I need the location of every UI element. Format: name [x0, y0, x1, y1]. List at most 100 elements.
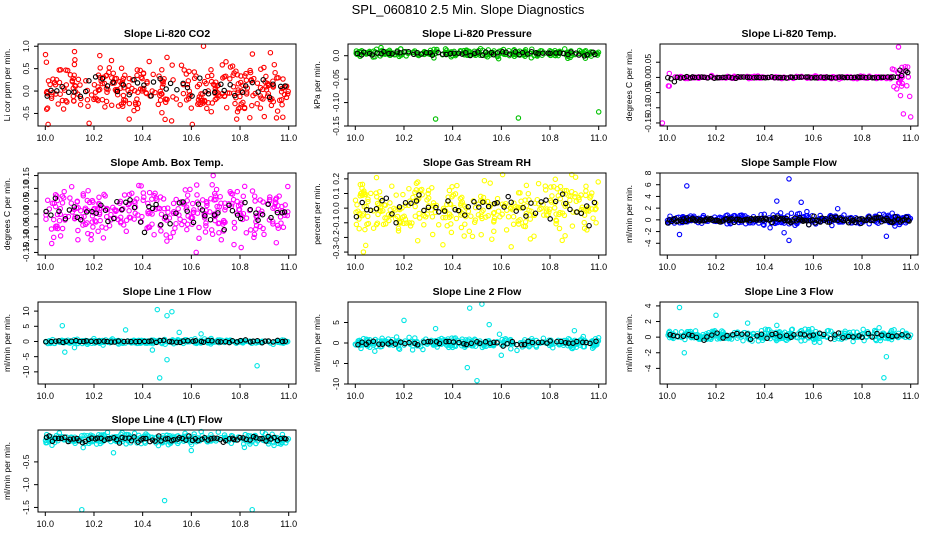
data-point [215, 339, 221, 345]
data-point [462, 221, 468, 227]
data-point [463, 341, 470, 348]
data-point [53, 223, 59, 230]
data-point [182, 187, 189, 193]
data-point [80, 338, 87, 345]
panel-title: Slope Li-820 Pressure [422, 28, 532, 40]
data-point [253, 210, 259, 216]
data-point [69, 77, 76, 84]
data-point [777, 210, 784, 216]
data-point [856, 333, 862, 339]
data-point [739, 331, 745, 337]
data-point [508, 346, 514, 352]
data-point [159, 109, 165, 116]
data-point [792, 74, 799, 81]
x-tick-label: 10.4 [756, 133, 774, 143]
data-point [582, 192, 589, 199]
data-point [773, 330, 779, 337]
y-tick-label: -0.15 [643, 113, 653, 133]
data-point [810, 332, 817, 338]
data-point [59, 225, 66, 232]
data-point [99, 75, 106, 82]
data-point [57, 205, 64, 212]
data-point [104, 89, 110, 95]
data-point [359, 339, 365, 345]
data-point [255, 217, 261, 223]
data-point [158, 228, 164, 234]
data-point [158, 222, 164, 228]
data-point [46, 438, 52, 445]
data-point [554, 185, 560, 192]
data-point [898, 72, 905, 79]
data-point [75, 76, 82, 83]
data-point [462, 203, 468, 210]
y-tick-label: 0 [21, 339, 31, 344]
data-point [202, 213, 208, 219]
x-tick-label: 11.0 [280, 519, 297, 529]
data-point [508, 206, 514, 212]
data-point [81, 432, 87, 439]
x-tick-label: 11.0 [280, 262, 297, 272]
data-point [170, 210, 177, 217]
data-point [119, 206, 125, 213]
data-point [146, 189, 153, 196]
data-point [68, 183, 75, 190]
data-point [260, 96, 266, 102]
data-point [461, 340, 467, 347]
x-tick-label: 10.2 [395, 262, 413, 272]
data-point [43, 339, 49, 345]
data-point [892, 223, 898, 229]
y-tick-label: 0.05 [21, 193, 31, 210]
data-point [738, 74, 744, 80]
data-point [247, 206, 254, 213]
data-point [905, 74, 912, 80]
data-point [234, 188, 241, 195]
data-point [100, 74, 107, 81]
data-point [714, 330, 720, 336]
data-point [47, 81, 53, 88]
data-point [506, 51, 513, 57]
data-point [786, 176, 792, 182]
data-point [259, 211, 266, 218]
data-point [489, 236, 495, 242]
data-point [221, 87, 227, 94]
data-point [379, 341, 386, 347]
data-point [826, 219, 833, 225]
y-tick-label: 0.05 [643, 54, 653, 71]
data-point [253, 222, 260, 229]
data-point [480, 199, 486, 205]
data-point [223, 59, 229, 65]
data-point [229, 201, 235, 207]
data-point [361, 49, 367, 55]
data-point [456, 339, 462, 346]
data-point [834, 205, 841, 212]
data-point [515, 190, 522, 196]
data-point [491, 215, 498, 221]
data-point [231, 219, 238, 226]
data-point [71, 61, 78, 68]
data-point [234, 108, 241, 115]
data-point [435, 222, 442, 228]
data-point [77, 101, 84, 108]
x-tick-label: 10.0 [347, 133, 365, 143]
y-axis-label: ml/min per min. [624, 314, 634, 372]
data-point [247, 437, 253, 443]
data-point [185, 213, 191, 219]
data-point [744, 320, 751, 326]
data-point [235, 203, 242, 209]
data-point [70, 85, 77, 92]
data-point [899, 332, 905, 338]
x-tick-label: 10.0 [37, 262, 55, 272]
data-point [86, 120, 92, 127]
data-point [274, 337, 281, 344]
data-point [267, 194, 273, 200]
data-point [436, 340, 443, 347]
y-tick-label: -5 [21, 353, 31, 361]
data-point [429, 52, 436, 58]
data-point [807, 217, 813, 224]
panel-title: Slope Gas Stream RH [423, 157, 531, 169]
data-point [44, 197, 51, 204]
data-point [120, 100, 127, 106]
x-tick-label: 11.0 [280, 391, 297, 401]
data-point [538, 205, 544, 212]
data-point [720, 74, 726, 81]
